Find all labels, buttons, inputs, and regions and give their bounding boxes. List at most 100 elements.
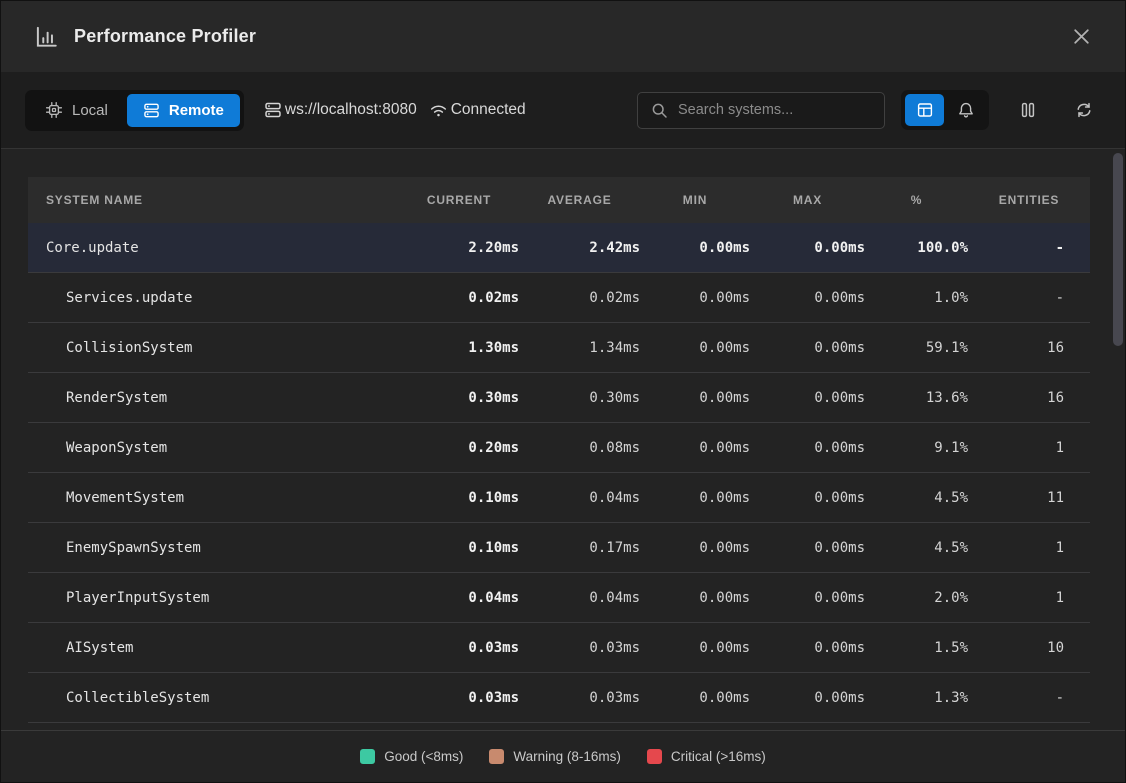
- cell-system-name: MovementSystem: [46, 490, 399, 506]
- cell-min: 0.00ms: [640, 540, 750, 556]
- table-row[interactable]: WeaponSystem 0.20ms 0.08ms 0.00ms 0.00ms…: [28, 423, 1090, 473]
- mode-switcher: Local Remote: [25, 90, 244, 131]
- legend-item-good: Good (<8ms): [360, 749, 463, 764]
- cell-max: 0.00ms: [750, 340, 865, 356]
- pause-icon: [1019, 101, 1037, 119]
- column-header-current[interactable]: CURRENT: [399, 193, 519, 207]
- cell-percent: 1.0%: [865, 290, 968, 306]
- column-header-max[interactable]: MAX: [750, 193, 865, 207]
- search-input[interactable]: [678, 102, 871, 118]
- cell-system-name: PlayerInputSystem: [46, 590, 399, 606]
- performance-profiler-window: Performance Profiler Local: [0, 0, 1126, 783]
- search-box: [637, 92, 885, 129]
- refresh-icon: [1075, 101, 1093, 119]
- cell-average: 0.03ms: [519, 690, 640, 706]
- page-title: Performance Profiler: [74, 26, 256, 47]
- mode-remote-button[interactable]: Remote: [127, 94, 240, 127]
- cell-entities: 1: [968, 590, 1090, 606]
- cell-current: 0.02ms: [399, 290, 519, 306]
- cell-max: 0.00ms: [750, 390, 865, 406]
- cell-max: 0.00ms: [750, 490, 865, 506]
- cell-current: 1.30ms: [399, 340, 519, 356]
- cell-percent: 13.6%: [865, 390, 968, 406]
- table-row[interactable]: MovementSystem 0.10ms 0.04ms 0.00ms 0.00…: [28, 473, 1090, 523]
- table-row[interactable]: Core.update 2.20ms 2.42ms 0.00ms 0.00ms …: [28, 223, 1090, 273]
- profiler-table-area: SYSTEM NAME CURRENT AVERAGE MIN MAX % EN…: [1, 149, 1125, 730]
- cell-current: 0.03ms: [399, 690, 519, 706]
- column-header-system-name[interactable]: SYSTEM NAME: [46, 193, 399, 207]
- cell-entities: 10: [968, 640, 1090, 656]
- table-header-row: SYSTEM NAME CURRENT AVERAGE MIN MAX % EN…: [28, 177, 1090, 223]
- cell-current: 0.04ms: [399, 590, 519, 606]
- column-header-average[interactable]: AVERAGE: [519, 193, 640, 207]
- cell-average: 0.03ms: [519, 640, 640, 656]
- cell-max: 0.00ms: [750, 690, 865, 706]
- close-button[interactable]: [1067, 23, 1095, 51]
- table-row[interactable]: CollisionSystem 1.30ms 1.34ms 0.00ms 0.0…: [28, 323, 1090, 373]
- cell-min: 0.00ms: [640, 390, 750, 406]
- cell-system-name: Core.update: [46, 240, 399, 256]
- cell-min: 0.00ms: [640, 340, 750, 356]
- cell-percent: 100.0%: [865, 240, 968, 256]
- cell-percent: 1.5%: [865, 640, 968, 656]
- cell-min: 0.00ms: [640, 440, 750, 456]
- connection-status: Connected: [429, 101, 526, 119]
- cell-current: 2.20ms: [399, 240, 519, 256]
- cell-max: 0.00ms: [750, 540, 865, 556]
- cell-max: 0.00ms: [750, 440, 865, 456]
- cell-system-name: EnemySpawnSystem: [46, 540, 399, 556]
- good-swatch-icon: [360, 749, 375, 764]
- cell-current: 0.30ms: [399, 390, 519, 406]
- table-row[interactable]: EnemySpawnSystem 0.10ms 0.17ms 0.00ms 0.…: [28, 523, 1090, 573]
- warning-swatch-icon: [489, 749, 504, 764]
- cell-system-name: AISystem: [46, 640, 399, 656]
- table-row[interactable]: CollectibleSystem 0.03ms 0.03ms 0.00ms 0…: [28, 673, 1090, 723]
- pause-button[interactable]: [1011, 93, 1045, 127]
- bar-chart-icon: [33, 24, 59, 50]
- connection-status-label: Connected: [451, 101, 526, 119]
- mode-local-button[interactable]: Local: [29, 94, 124, 127]
- cell-percent: 9.1%: [865, 440, 968, 456]
- legend-label-good: Good (<8ms): [384, 749, 463, 764]
- cell-entities: 1: [968, 440, 1090, 456]
- cell-percent: 4.5%: [865, 490, 968, 506]
- cell-average: 0.04ms: [519, 490, 640, 506]
- cell-current: 0.03ms: [399, 640, 519, 656]
- table-row[interactable]: RenderSystem 0.30ms 0.30ms 0.00ms 0.00ms…: [28, 373, 1090, 423]
- cell-entities: -: [968, 240, 1090, 256]
- cell-system-name: CollisionSystem: [46, 340, 399, 356]
- alerts-button[interactable]: [946, 94, 985, 126]
- column-header-min[interactable]: MIN: [640, 193, 750, 207]
- cell-percent: 4.5%: [865, 540, 968, 556]
- cell-current: 0.20ms: [399, 440, 519, 456]
- legend-item-critical: Critical (>16ms): [647, 749, 766, 764]
- bell-icon: [957, 101, 975, 119]
- cell-min: 0.00ms: [640, 490, 750, 506]
- search-icon: [651, 102, 668, 119]
- cell-percent: 1.3%: [865, 690, 968, 706]
- legend-item-warning: Warning (8-16ms): [489, 749, 621, 764]
- table-body: Core.update 2.20ms 2.42ms 0.00ms 0.00ms …: [28, 223, 1090, 723]
- cell-average: 0.30ms: [519, 390, 640, 406]
- cell-average: 0.17ms: [519, 540, 640, 556]
- cell-max: 0.00ms: [750, 290, 865, 306]
- server-icon: [264, 101, 282, 119]
- cell-entities: 11: [968, 490, 1090, 506]
- cell-min: 0.00ms: [640, 640, 750, 656]
- endpoint-url: ws://localhost:8080: [285, 101, 417, 119]
- vertical-scrollbar-thumb[interactable]: [1113, 153, 1123, 346]
- legend-label-critical: Critical (>16ms): [671, 749, 766, 764]
- cell-min: 0.00ms: [640, 690, 750, 706]
- table-row[interactable]: PlayerInputSystem 0.04ms 0.04ms 0.00ms 0…: [28, 573, 1090, 623]
- table-row[interactable]: AISystem 0.03ms 0.03ms 0.00ms 0.00ms 1.5…: [28, 623, 1090, 673]
- cell-average: 2.42ms: [519, 240, 640, 256]
- cell-system-name: CollectibleSystem: [46, 690, 399, 706]
- cell-entities: 16: [968, 390, 1090, 406]
- column-header-percent[interactable]: %: [865, 193, 968, 207]
- table-view-button[interactable]: [905, 94, 944, 126]
- refresh-button[interactable]: [1067, 93, 1101, 127]
- column-header-entities[interactable]: ENTITIES: [968, 193, 1090, 207]
- titlebar: Performance Profiler: [1, 1, 1125, 72]
- critical-swatch-icon: [647, 749, 662, 764]
- table-row[interactable]: Services.update 0.02ms 0.02ms 0.00ms 0.0…: [28, 273, 1090, 323]
